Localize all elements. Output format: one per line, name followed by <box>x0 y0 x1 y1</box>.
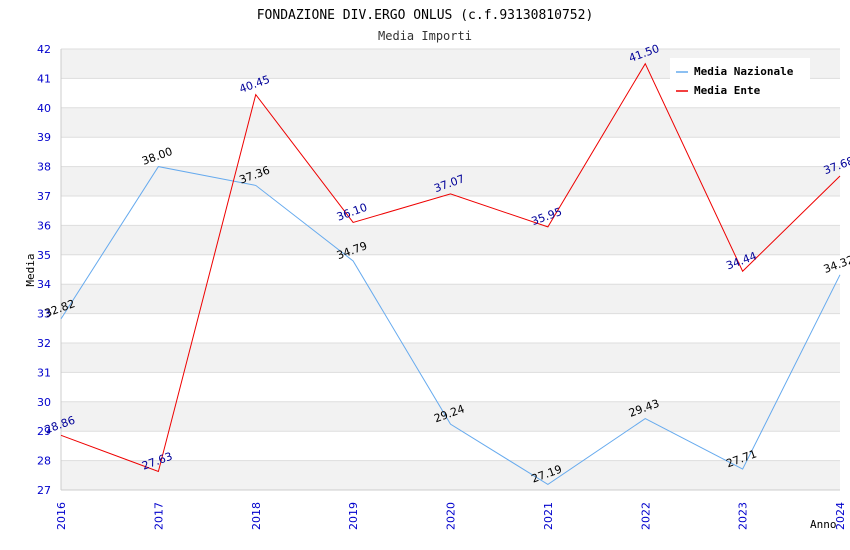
legend-box <box>670 58 810 102</box>
y-tick-label: 29 <box>37 425 51 438</box>
y-tick-label: 34 <box>37 278 51 291</box>
y-axis-title: Media <box>24 253 37 286</box>
legend-label-media-ente: Media Ente <box>694 84 761 97</box>
legend-label-media-nazionale: Media Nazionale <box>694 65 794 78</box>
y-tick-label: 38 <box>37 161 51 174</box>
data-label-media-ente: 35.95 <box>530 205 564 228</box>
y-tick-label: 37 <box>37 190 51 203</box>
y-tick-label: 35 <box>37 249 51 262</box>
data-label-media-nazionale: 34.32 <box>822 253 850 276</box>
x-tick-label-2018: 2018 <box>250 502 263 530</box>
y-tick-labels: 27 28 29 30 31 32 33 34 35 36 37 38 39 40 41 42 <box>37 43 51 497</box>
y-tick-label: 27 <box>37 484 51 497</box>
y-tick-label: 40 <box>37 102 51 115</box>
grid-band <box>61 460 840 490</box>
x-tick-label-2023: 2023 <box>737 502 750 530</box>
grid-bands <box>61 49 840 490</box>
grid-band <box>61 343 840 373</box>
y-tick-label: 30 <box>37 396 51 409</box>
series-lines <box>60 62 841 486</box>
data-label-media-nazionale: 32.82 <box>43 297 77 320</box>
x-tick-label-2020: 2020 <box>445 502 458 530</box>
x-tick-label-2024: 2024 <box>834 502 847 530</box>
x-tick-label-2016: 2016 <box>55 502 68 530</box>
grid-band <box>61 401 840 432</box>
x-axis-title: Anno <box>810 518 837 531</box>
y-tick-label: 33 <box>37 308 51 321</box>
x-tick-label-2019: 2019 <box>347 502 360 530</box>
x-tick-label-2021: 2021 <box>542 502 555 530</box>
legend: Media Nazionale Media Ente <box>670 58 810 102</box>
x-tick-label-2017: 2017 <box>152 502 165 530</box>
series-line-media-ente <box>60 62 841 473</box>
chart-subtitle: Media Importi <box>378 29 472 43</box>
y-tick-label: 28 <box>37 455 51 468</box>
y-tick-label: 41 <box>37 72 51 85</box>
chart-title: FONDAZIONE DIV.ERGO ONLUS (c.f.931308107… <box>257 8 594 23</box>
y-tick-label: 39 <box>37 131 51 144</box>
y-tick-label: 42 <box>37 43 51 56</box>
data-label-media-ente: 28.86 <box>43 414 77 437</box>
grid-band <box>61 284 840 314</box>
data-label-media-nazionale: 38.00 <box>140 145 174 168</box>
grid-band <box>61 225 840 255</box>
y-tick-label: 32 <box>37 337 51 350</box>
y-tick-label: 36 <box>37 219 51 232</box>
grid-band <box>61 107 840 138</box>
x-tick-label-2022: 2022 <box>639 502 652 530</box>
x-tick-labels: 2016 2017 2018 2019 2020 2021 2022 2023 2024 <box>55 502 847 530</box>
y-tick-label: 31 <box>37 366 51 379</box>
series-line-media-nazionale <box>60 166 841 486</box>
grid-band <box>61 166 840 196</box>
